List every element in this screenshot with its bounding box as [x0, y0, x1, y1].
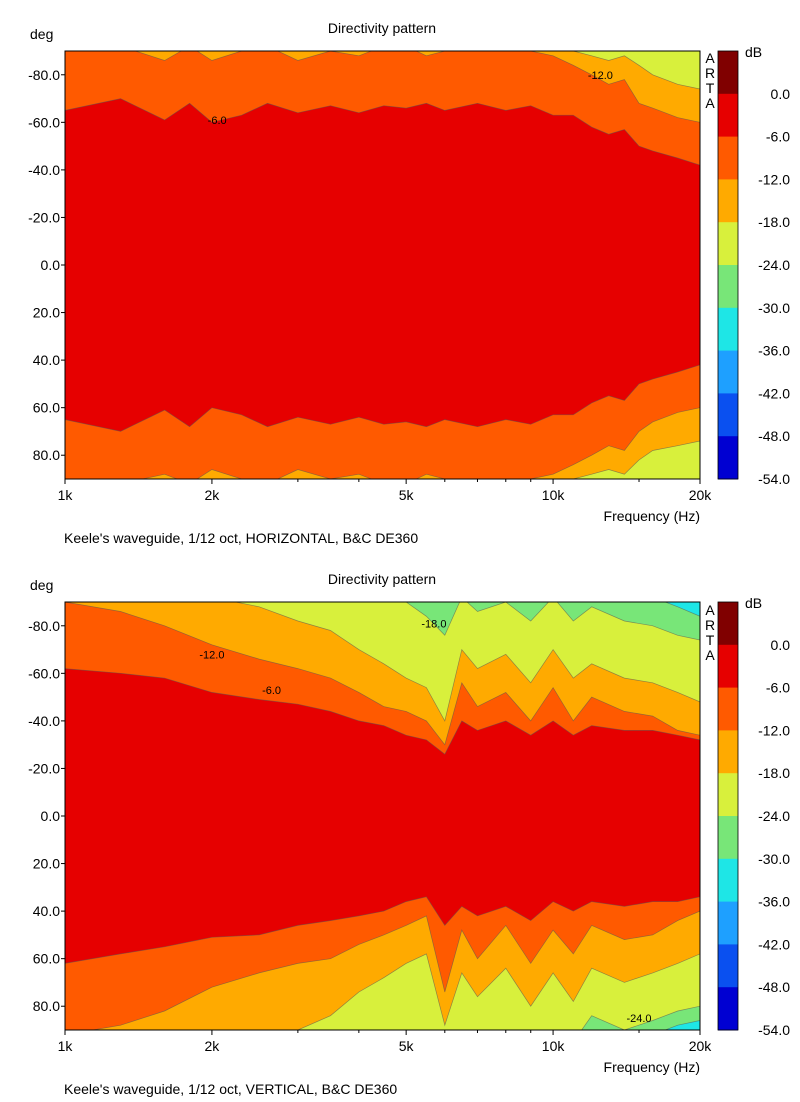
colorbar-segment	[718, 136, 738, 180]
contour-label: -24.0	[626, 1013, 651, 1025]
directivity-chart-vertical: -18.0 -12.0 -6.0 -24.0 Directivity pattern de…	[0, 551, 800, 1102]
colorbar-tick-label: -24.0	[758, 808, 790, 824]
colorbar-segment	[718, 393, 738, 437]
contour-label: -6.0	[262, 685, 281, 697]
colorbar-segment	[718, 644, 738, 689]
contour-area	[65, 51, 700, 479]
y-tick-label: 60.0	[33, 951, 60, 967]
colorbar-segment	[718, 730, 738, 774]
contour-band-minus6	[65, 98, 700, 432]
colorbar-segment	[718, 773, 738, 817]
y-tick-label: -80.0	[28, 618, 60, 634]
colorbar-tick-label: -18.0	[758, 765, 790, 781]
colorbar-tick-label: -48.0	[758, 979, 790, 995]
y-tick-label: -20.0	[28, 209, 60, 225]
y-axis-label: deg	[30, 577, 53, 593]
colorbar-segment	[718, 687, 738, 731]
colorbar-segment	[718, 307, 738, 352]
directivity-chart-horizontal: -6.0 -12.0 Directivity pattern deg -80.0 -60.…	[28, 20, 791, 546]
x-axis-label: Frequency (Hz)	[604, 508, 700, 524]
colorbar-frame	[717, 601, 739, 1031]
contour-label: -18.0	[421, 618, 446, 630]
colorbar-tick-label: -18.0	[758, 214, 790, 230]
x-tick-label: 10k	[542, 1038, 566, 1054]
colorbar-unit-label: dB	[745, 44, 762, 60]
colorbar-segment	[718, 816, 738, 860]
contour-area	[65, 602, 700, 1030]
colorbar-segment	[718, 51, 738, 95]
contour-band-minus6	[65, 668, 700, 964]
arta-logo: A R T A	[704, 602, 716, 663]
x-axis-label: Frequency (Hz)	[604, 1059, 700, 1075]
y-tick-label: 80.0	[33, 998, 60, 1014]
y-tick-label: 40.0	[33, 903, 60, 919]
x-tick-label: 20k	[689, 487, 713, 503]
colorbar-segment	[718, 602, 738, 646]
colorbar-segment	[718, 350, 738, 394]
colorbar-unit-label: dB	[745, 595, 762, 611]
y-tick-label: -80.0	[28, 67, 60, 83]
chart-caption: Keele's waveguide, 1/12 oct, VERTICAL, B…	[64, 1081, 398, 1097]
contour-label: -12.0	[588, 70, 613, 82]
colorbar-tick-label: -30.0	[758, 851, 790, 867]
chart-caption: Keele's waveguide, 1/12 oct, HORIZONTAL,…	[64, 530, 419, 546]
colorbar-tick-label: -42.0	[758, 936, 790, 952]
colorbar-tick-label: -12.0	[758, 171, 790, 187]
y-tick-label: -20.0	[28, 760, 60, 776]
y-tick-label: 20.0	[33, 856, 60, 872]
x-tick-label: 10k	[542, 487, 566, 503]
chart-title: Directivity pattern	[328, 20, 436, 36]
y-tick-label: 20.0	[33, 305, 60, 321]
colorbar-tick-label: -6.0	[766, 680, 790, 696]
x-tick-label: 2k	[205, 487, 221, 503]
colorbar-segment	[718, 944, 738, 988]
y-tick-label: 0.0	[41, 257, 61, 273]
y-tick-label: 40.0	[33, 352, 60, 368]
x-tick-label: 20k	[689, 1038, 713, 1054]
colorbar-segment	[718, 436, 738, 480]
colorbar-tick-label: -30.0	[758, 300, 790, 316]
colorbar-segment	[718, 987, 738, 1031]
y-axis-label: deg	[30, 26, 53, 42]
colorbar-tick-label: -36.0	[758, 343, 790, 359]
directivity-plot-horizontal: -6.0 -12.0 Directivity pattern deg -80.0 -60.…	[28, 20, 791, 524]
colorbar-segment	[718, 179, 738, 223]
chart-title: Directivity pattern	[328, 571, 436, 587]
colorbar-tick-label: -36.0	[758, 894, 790, 910]
colorbar-tick-label: -42.0	[758, 385, 790, 401]
contour-label: -12.0	[199, 649, 224, 661]
x-tick-label: 1k	[58, 1038, 74, 1054]
directivity-plot-vertical: -18.0 -12.0 -6.0 -24.0 Directivity pattern de…	[28, 571, 791, 1075]
colorbar-segment	[718, 265, 738, 309]
colorbar-tick-label: -12.0	[758, 722, 790, 738]
colorbar-segment	[718, 222, 738, 266]
y-tick-label: -40.0	[28, 162, 60, 178]
colorbar-segment	[718, 901, 738, 945]
colorbar-frame	[717, 50, 739, 480]
colorbar-tick-label: -54.0	[758, 1022, 790, 1038]
y-tick-label: -40.0	[28, 713, 60, 729]
arta-logo: A R T A	[704, 50, 716, 111]
contour-label: -6.0	[208, 115, 227, 127]
x-tick-label: 5k	[399, 1038, 415, 1054]
colorbar-tick-label: -54.0	[758, 471, 790, 487]
y-tick-label: 0.0	[41, 808, 61, 824]
colorbar-tick-label: -24.0	[758, 257, 790, 273]
y-tick-label: -60.0	[28, 114, 60, 130]
y-tick-label: -60.0	[28, 665, 60, 681]
colorbar-tick-label: -6.0	[766, 129, 790, 145]
colorbar-tick-label: 0.0	[771, 637, 791, 653]
x-tick-label: 2k	[205, 1038, 221, 1054]
x-tick-label: 5k	[399, 487, 415, 503]
y-tick-label: 60.0	[33, 400, 60, 416]
colorbar-tick-label: 0.0	[771, 86, 791, 102]
x-tick-label: 1k	[58, 487, 74, 503]
colorbar-segment	[718, 858, 738, 903]
colorbar-tick-label: -48.0	[758, 428, 790, 444]
colorbar-segment	[718, 93, 738, 138]
y-tick-label: 80.0	[33, 447, 60, 463]
